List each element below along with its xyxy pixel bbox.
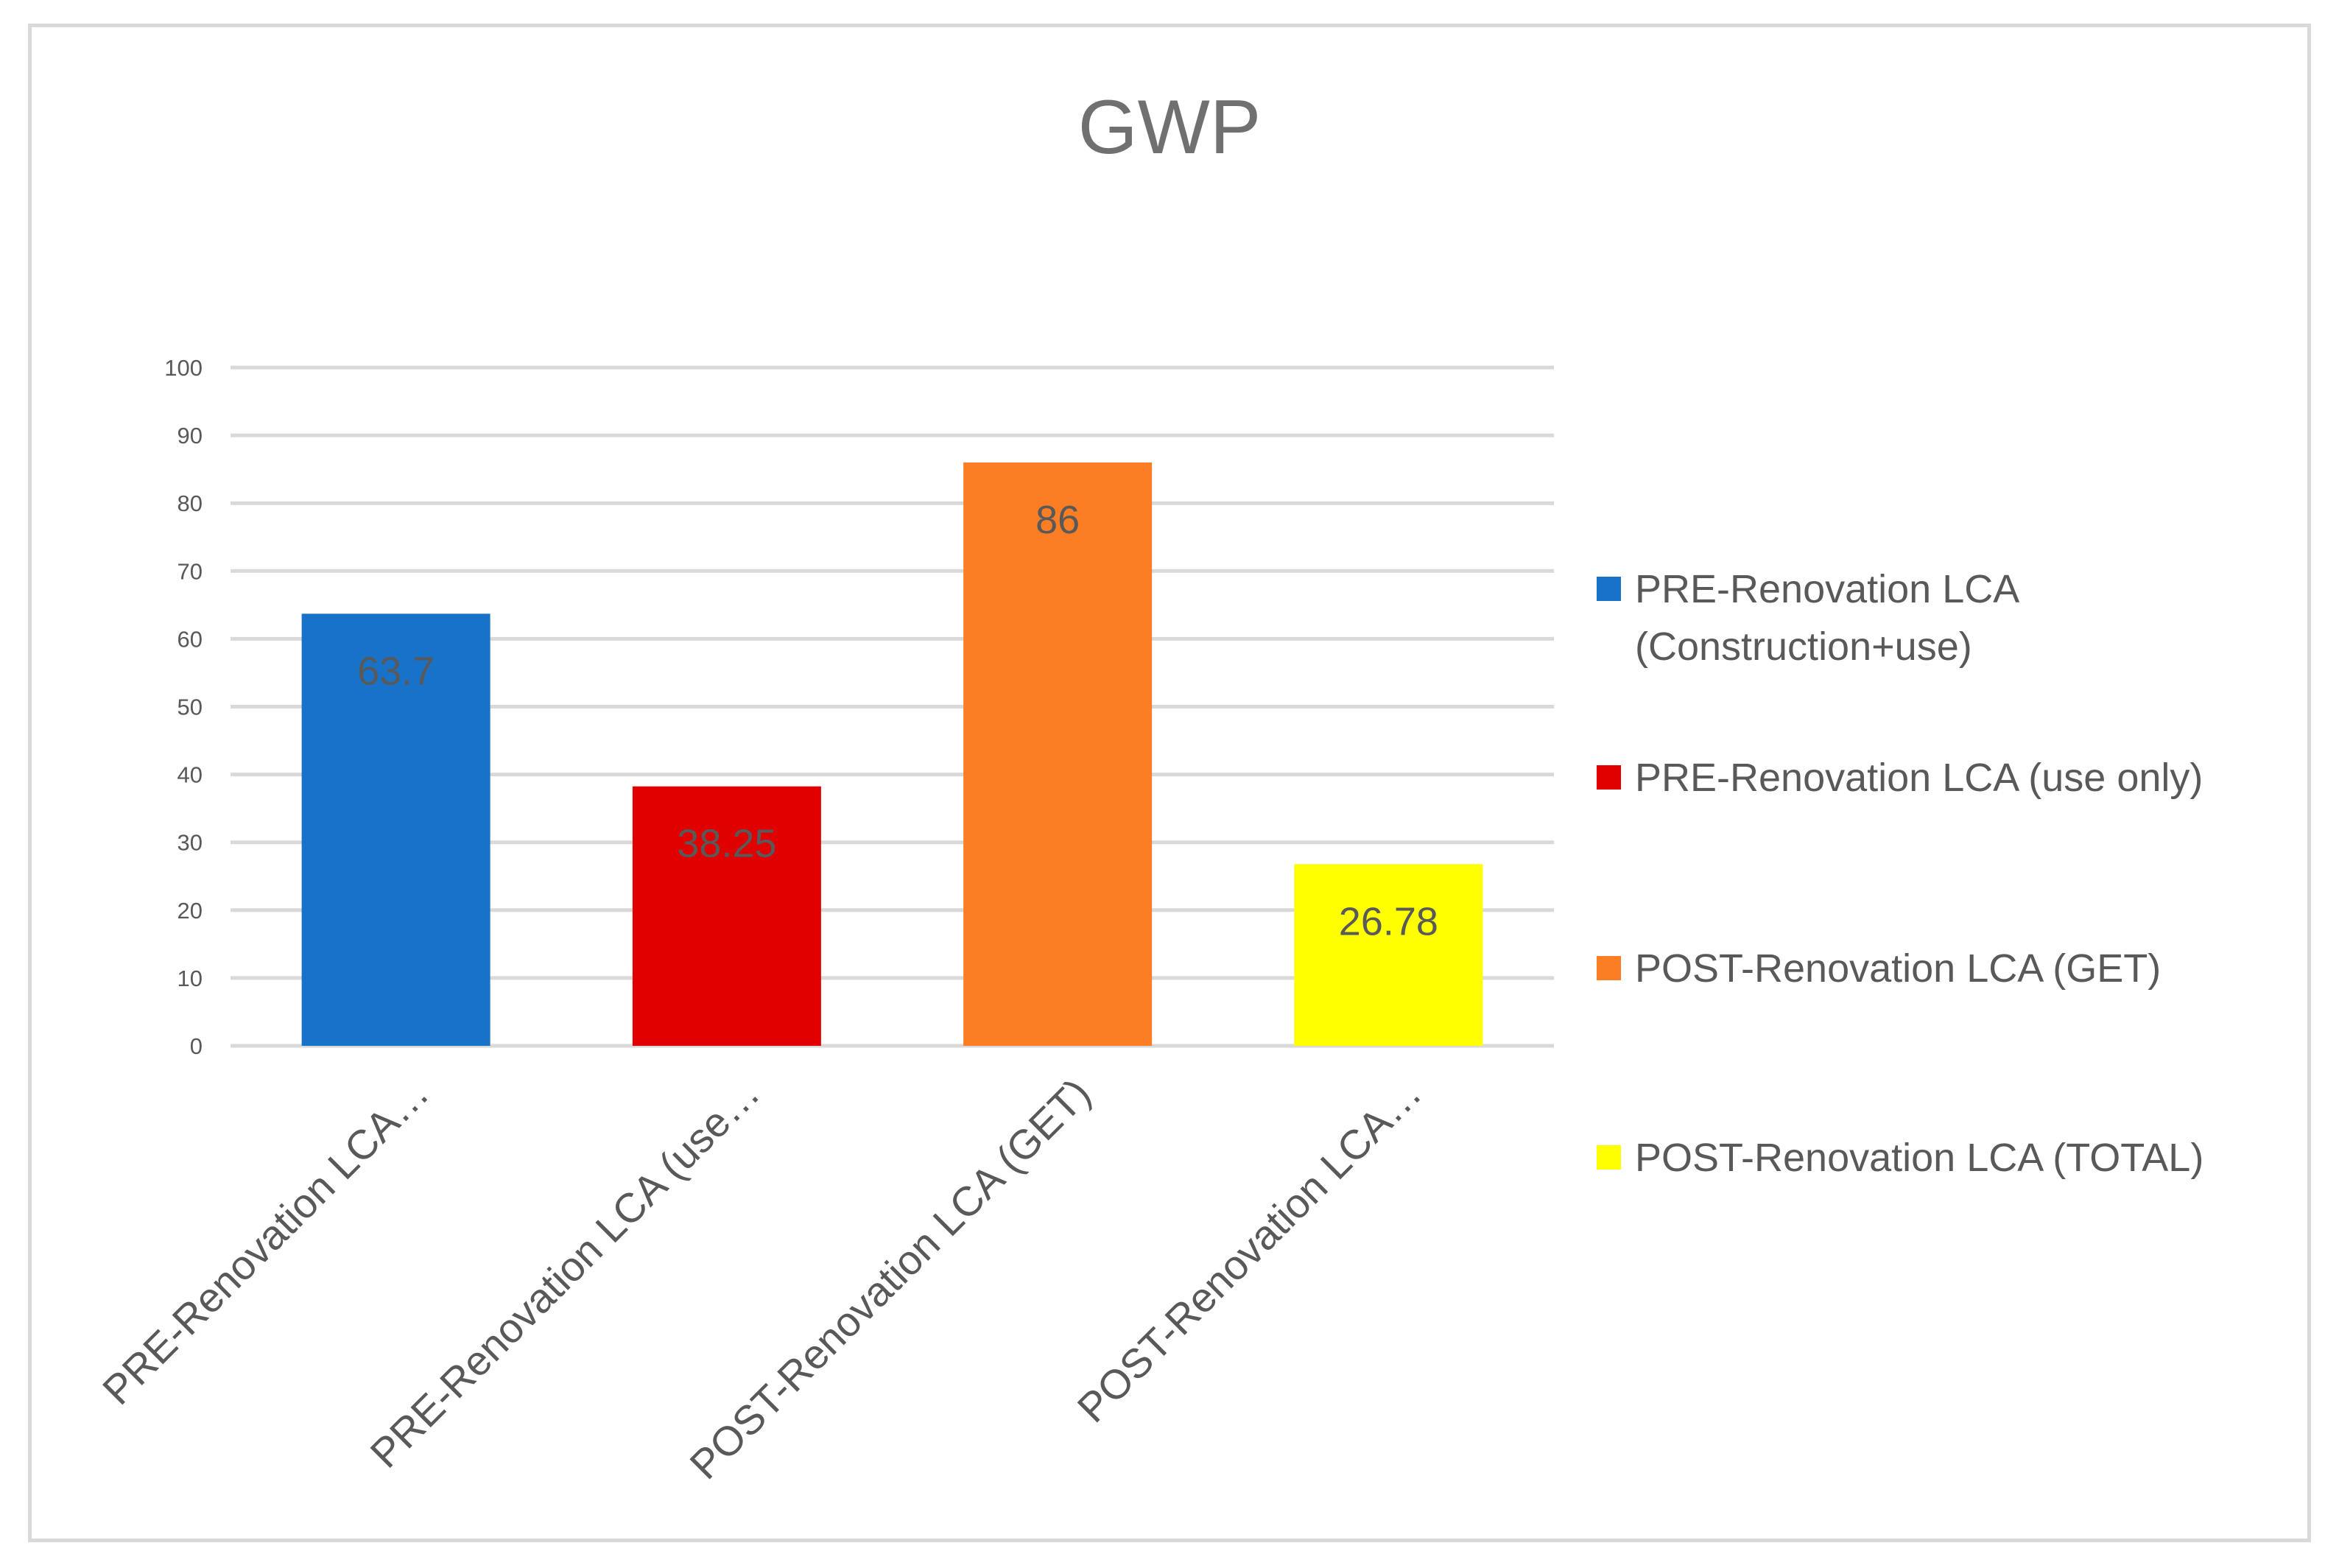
legend-item[interactable]: POST-Renovation LCA (TOTAL) (1597, 1136, 2203, 1180)
y-tick-label: 100 (164, 355, 203, 381)
y-tick-label: 30 (177, 830, 203, 856)
legend-swatch (1597, 1145, 1621, 1170)
legend-label: PRE-Renovation LCA (use only) (1635, 756, 2203, 800)
data-label: 38.25 (677, 822, 776, 866)
legend-label: (Construction+use) (1635, 625, 1972, 669)
x-tick-label: PRE-Renovation LCA (use… (361, 1069, 768, 1477)
y-tick-label: 80 (177, 491, 203, 516)
chart-title: GWP (1078, 85, 1261, 170)
legend-item[interactable]: POST-Renovation LCA (GET) (1597, 946, 2161, 991)
y-tick-label: 40 (177, 762, 203, 788)
y-tick-label: 20 (177, 898, 203, 924)
legend-label: PRE-Renovation LCA (1635, 567, 2019, 611)
x-axis: PRE-Renovation LCA…PRE-Renovation LCA (u… (94, 1069, 1430, 1488)
legend[interactable]: PRE-Renovation LCA(Construction+use)PRE-… (1597, 567, 2203, 1180)
legend-label: POST-Renovation LCA (TOTAL) (1635, 1136, 2203, 1180)
legend-label: POST-Renovation LCA (GET) (1635, 946, 2161, 991)
data-label: 26.78 (1339, 899, 1438, 943)
y-tick-label: 60 (177, 626, 203, 652)
data-label: 63.7 (357, 649, 435, 693)
bars (301, 462, 1483, 1046)
y-tick-label: 10 (177, 966, 203, 991)
bar[interactable] (632, 786, 821, 1046)
data-labels: 63.7 38.25 86 26.78 (357, 498, 1438, 943)
y-tick-label: 70 (177, 558, 203, 584)
legend-swatch (1597, 577, 1621, 601)
x-tick-label: PRE-Renovation LCA… (94, 1069, 437, 1413)
bar[interactable] (963, 462, 1153, 1046)
x-tick-label: POST-Renovation LCA… (1069, 1069, 1430, 1431)
y-axis: 0 10 20 30 40 50 60 70 80 90 100 (164, 355, 203, 1059)
y-tick-label: 0 (190, 1033, 203, 1059)
legend-swatch (1597, 765, 1621, 790)
legend-item[interactable]: PRE-Renovation LCA (use only) (1597, 756, 2203, 800)
x-tick-label: POST-Renovation LCA (GET) (680, 1069, 1099, 1488)
legend-item[interactable]: PRE-Renovation LCA (Construction+use) (1597, 567, 2019, 669)
data-label: 86 (1035, 498, 1080, 542)
y-tick-label: 90 (177, 423, 203, 449)
legend-swatch (1597, 956, 1621, 980)
bar[interactable] (301, 614, 490, 1046)
bar[interactable] (1294, 864, 1483, 1046)
y-tick-label: 50 (177, 695, 203, 720)
